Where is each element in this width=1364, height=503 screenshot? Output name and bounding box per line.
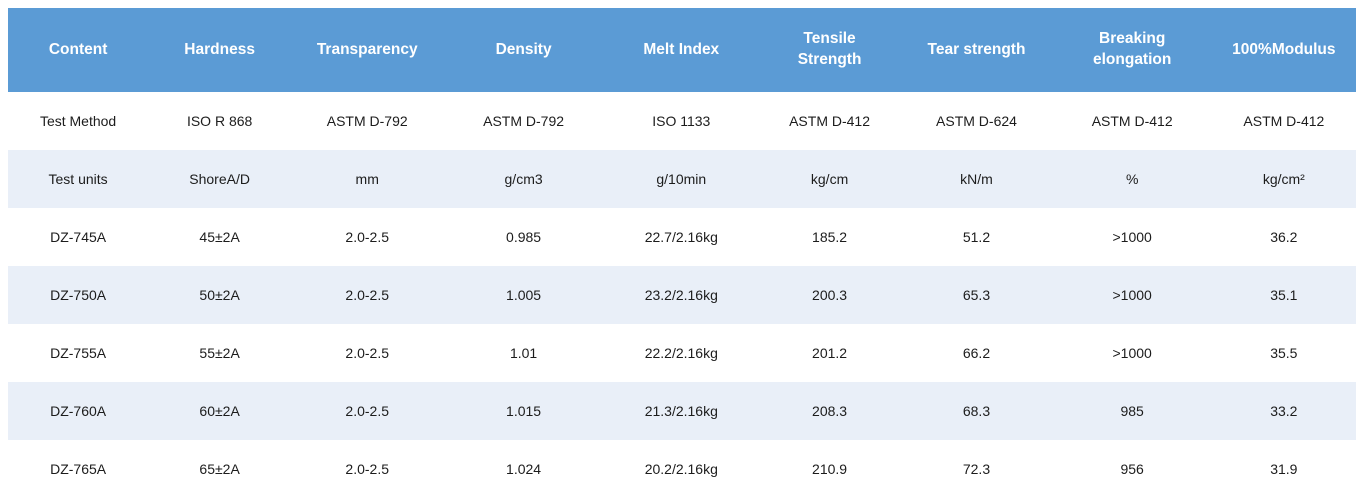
column-header-hardness: Hardness: [148, 8, 292, 92]
table-cell: 208.3: [758, 382, 901, 440]
table-cell: 2.0-2.5: [291, 382, 444, 440]
table-cell: 210.9: [758, 440, 901, 498]
table-cell: 20.2/2.16kg: [603, 440, 759, 498]
table-cell: 35.1: [1211, 266, 1356, 324]
column-header-breaking-elongation: Breaking elongation: [1052, 8, 1212, 92]
column-header-melt-index: Melt Index: [603, 8, 759, 92]
column-header-density: Density: [443, 8, 604, 92]
table-cell: >1000: [1052, 324, 1212, 382]
table-cell: 33.2: [1211, 382, 1356, 440]
table-cell: ASTM D-412: [1052, 92, 1212, 150]
table-header: Content Hardness Transparency Density Me…: [8, 8, 1356, 92]
header-row: Content Hardness Transparency Density Me…: [8, 8, 1356, 92]
table-cell: ASTM D-624: [900, 92, 1053, 150]
table-cell: ISO 1133: [603, 92, 759, 150]
column-header-transparency: Transparency: [291, 8, 444, 92]
table-cell: 1.005: [443, 266, 604, 324]
table-cell: >1000: [1052, 208, 1212, 266]
table-cell: 35.5: [1211, 324, 1356, 382]
table-row-dz-760a: DZ-760A 60±2A 2.0-2.5 1.015 21.3/2.16kg …: [8, 382, 1356, 440]
table-cell: 201.2: [758, 324, 901, 382]
column-header-content: Content: [8, 8, 149, 92]
table-cell: 985: [1052, 382, 1212, 440]
table-row-dz-750a: DZ-750A 50±2A 2.0-2.5 1.005 23.2/2.16kg …: [8, 266, 1356, 324]
table-row-dz-755a: DZ-755A 55±2A 2.0-2.5 1.01 22.2/2.16kg 2…: [8, 324, 1356, 382]
row-label: DZ-755A: [8, 324, 149, 382]
table-cell: 45±2A: [148, 208, 292, 266]
table-cell: 72.3: [900, 440, 1053, 498]
table-cell: 22.7/2.16kg: [603, 208, 759, 266]
column-header-tensile-strength: Tensile Strength: [758, 8, 901, 92]
table-row-test-method: Test Method ISO R 868 ASTM D-792 ASTM D-…: [8, 92, 1356, 150]
table-row-dz-765a: DZ-765A 65±2A 2.0-2.5 1.024 20.2/2.16kg …: [8, 440, 1356, 498]
table-cell: mm: [291, 150, 444, 208]
table-cell: g/10min: [603, 150, 759, 208]
table-cell: %: [1052, 150, 1212, 208]
table-cell: 60±2A: [148, 382, 292, 440]
table-cell: 51.2: [900, 208, 1053, 266]
table-cell: 185.2: [758, 208, 901, 266]
table-cell: ASTM D-412: [758, 92, 901, 150]
table-body: Test Method ISO R 868 ASTM D-792 ASTM D-…: [8, 92, 1356, 498]
table-cell: 956: [1052, 440, 1212, 498]
row-label: DZ-750A: [8, 266, 149, 324]
table-cell: 2.0-2.5: [291, 208, 444, 266]
table-cell: >1000: [1052, 266, 1212, 324]
table-cell: 21.3/2.16kg: [603, 382, 759, 440]
table-cell: 200.3: [758, 266, 901, 324]
table-cell: 31.9: [1211, 440, 1356, 498]
column-header-100-modulus: 100%Modulus: [1211, 8, 1356, 92]
table-cell: 65±2A: [148, 440, 292, 498]
table-cell: 2.0-2.5: [291, 440, 444, 498]
table-cell: 1.024: [443, 440, 604, 498]
row-label: Test units: [8, 150, 149, 208]
table-cell: ASTM D-792: [291, 92, 444, 150]
table-cell: ShoreA/D: [148, 150, 292, 208]
table-cell: g/cm3: [443, 150, 604, 208]
column-header-tear-strength: Tear strength: [900, 8, 1053, 92]
table-cell: 2.0-2.5: [291, 324, 444, 382]
table-cell: kN/m: [900, 150, 1053, 208]
table-cell: ASTM D-412: [1211, 92, 1356, 150]
table-cell: ASTM D-792: [443, 92, 604, 150]
product-spec-table: Content Hardness Transparency Density Me…: [8, 8, 1356, 498]
table-cell: 2.0-2.5: [291, 266, 444, 324]
table-cell: 1.01: [443, 324, 604, 382]
row-label: DZ-765A: [8, 440, 149, 498]
table-row-test-units: Test units ShoreA/D mm g/cm3 g/10min kg/…: [8, 150, 1356, 208]
table-cell: 50±2A: [148, 266, 292, 324]
table-cell: 68.3: [900, 382, 1053, 440]
table-cell: 23.2/2.16kg: [603, 266, 759, 324]
row-label: Test Method: [8, 92, 149, 150]
table-cell: 65.3: [900, 266, 1053, 324]
row-label: DZ-760A: [8, 382, 149, 440]
table-cell: 0.985: [443, 208, 604, 266]
table-cell: 66.2: [900, 324, 1053, 382]
table-row-dz-745a: DZ-745A 45±2A 2.0-2.5 0.985 22.7/2.16kg …: [8, 208, 1356, 266]
row-label: DZ-745A: [8, 208, 149, 266]
table-cell: ISO R 868: [148, 92, 292, 150]
table-cell: kg/cm: [758, 150, 901, 208]
table-cell: 55±2A: [148, 324, 292, 382]
table-cell: kg/cm²: [1211, 150, 1356, 208]
table-cell: 22.2/2.16kg: [603, 324, 759, 382]
table-cell: 1.015: [443, 382, 604, 440]
table-cell: 36.2: [1211, 208, 1356, 266]
